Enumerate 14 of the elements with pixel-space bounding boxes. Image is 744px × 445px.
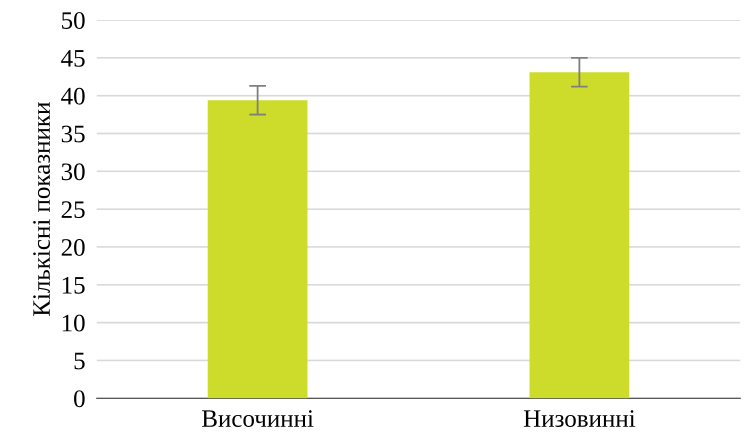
y-tick-label: 0 <box>74 390 85 408</box>
y-tick-label: 25 <box>62 201 85 218</box>
y-tick-label: 50 <box>62 12 85 29</box>
x-tick-label: Низовинні <box>524 410 636 427</box>
y-tick-label: 20 <box>62 239 85 256</box>
y-tick-label: 45 <box>61 50 85 67</box>
y-tick-label: 30 <box>62 163 85 180</box>
x-tick-label: Височинні <box>202 410 314 427</box>
y-tick-label: 40 <box>61 88 85 105</box>
y-axis-title: Кількісні показники <box>33 102 50 316</box>
y-tick-label: 15 <box>62 276 85 294</box>
y-tick-label: 10 <box>62 314 85 332</box>
y-tick-label: 35 <box>62 126 85 142</box>
y-tick-label: 5 <box>74 352 85 370</box>
